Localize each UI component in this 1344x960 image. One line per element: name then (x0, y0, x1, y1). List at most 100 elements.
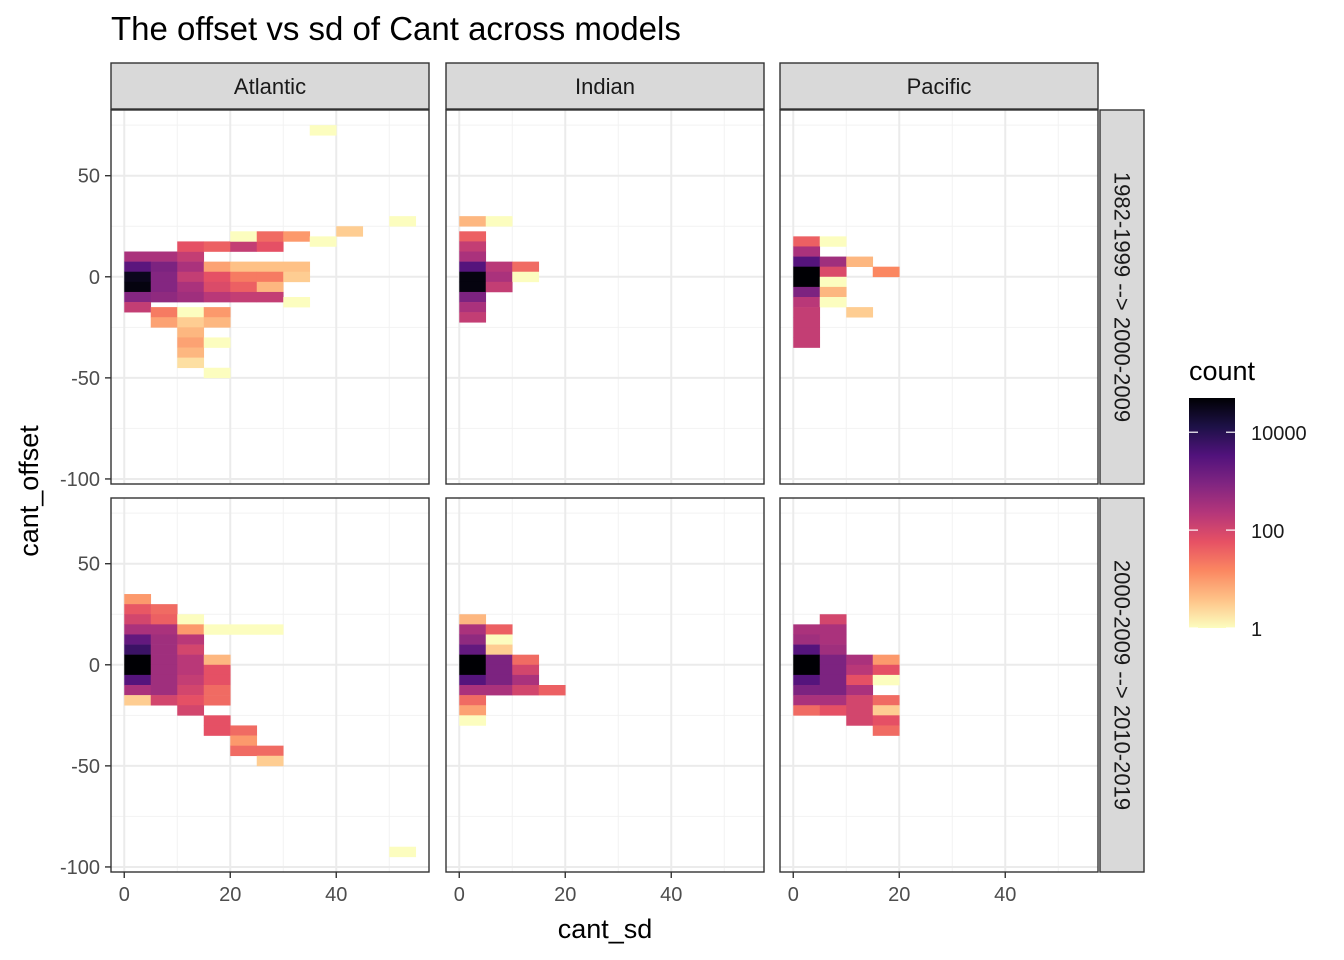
heatmap-cell (846, 705, 874, 716)
heatmap-cell (793, 256, 821, 267)
heatmap-cell (793, 266, 821, 278)
heatmap-cell (819, 624, 847, 635)
heatmap-cell (124, 654, 152, 666)
heatmap-cell (177, 357, 205, 369)
heatmap-cell (846, 307, 874, 318)
heatmap-cell (177, 337, 205, 348)
heatmap-cell (846, 664, 874, 676)
heatmap-cell (512, 271, 540, 283)
heatmap-cell (177, 705, 205, 716)
heatmap-cell (793, 644, 821, 655)
heatmap-cell (459, 685, 487, 696)
heatmap-cell (819, 685, 847, 696)
heatmap-cell (150, 251, 178, 262)
legend-break-label: 10000 (1251, 423, 1307, 445)
heatmap-cell (203, 654, 231, 666)
heatmap-cell (203, 674, 231, 686)
heatmap-cell (793, 695, 821, 706)
heatmap-cell (459, 216, 487, 227)
heatmap-cell (177, 664, 205, 676)
heatmap-cell (819, 664, 847, 676)
heatmap-cell (872, 266, 900, 278)
heatmap-cell (485, 644, 513, 655)
y-axis-title: cant_offset (14, 425, 44, 557)
heatmap-cell (309, 125, 337, 136)
x-axis-title: cant_sd (558, 914, 653, 944)
heatmap-cell (124, 674, 152, 686)
heatmap-cell (459, 231, 487, 242)
heatmap-cell (150, 307, 178, 318)
heatmap-cell (124, 604, 152, 615)
row-strip-label: 1982-1999 --> 2000-2009 (1110, 172, 1135, 422)
facet-panels: Atlantic Indian Pacific 1982-1999 --> 2000-… (110, 62, 1145, 873)
heatmap-cell (459, 664, 487, 676)
heatmap-cell (177, 654, 205, 666)
facet-strip-label: Pacific (907, 74, 972, 99)
heatmap-cell (819, 276, 847, 288)
heatmap-cell (283, 271, 311, 283)
heatmap-cell (203, 695, 231, 706)
heatmap-cell (150, 291, 178, 303)
heatmap-cell (819, 644, 847, 655)
heatmap-cell (793, 276, 821, 288)
chart-title: The offset vs sd of Cant across models (111, 10, 681, 47)
heatmap-cell (819, 236, 847, 247)
heatmap-cell (793, 307, 821, 318)
heatmap-cell (872, 715, 900, 726)
heatmap-cell (793, 674, 821, 686)
facet-strip-indian: Indian (445, 62, 765, 110)
row-strip-1: 1982-1999 --> 2000-2009 (1099, 109, 1145, 485)
y-tick-label: -50 (71, 756, 100, 778)
heatmap-cell (459, 644, 487, 655)
heatmap-cell (459, 281, 487, 293)
heatmap-cell (203, 337, 231, 348)
heatmap-cell (150, 604, 178, 615)
heatmap-cell (150, 317, 178, 328)
x-tick-label: 20 (888, 884, 910, 906)
x-tick-label: 20 (554, 884, 576, 906)
heatmap-cell (230, 745, 258, 757)
heatmap-cell (124, 624, 152, 635)
heatmap-cell (485, 685, 513, 696)
legend-title: count (1189, 356, 1256, 386)
heatmap-cell (150, 685, 178, 696)
heatmap-cell (793, 236, 821, 247)
heatmap-cell (819, 705, 847, 716)
heatmap-cell (203, 664, 231, 676)
heatmap-cell (872, 705, 900, 716)
heatmap-cell (124, 261, 152, 273)
heatmap-cell (124, 614, 152, 625)
heatmap-cell (538, 685, 566, 696)
heatmap-cell (124, 634, 152, 645)
heatmap-cell (819, 695, 847, 706)
heatmap-cell (150, 281, 178, 293)
heatmap-cell (256, 624, 284, 635)
heatmap-cell (230, 624, 258, 635)
heatmap-cell (177, 251, 205, 262)
heatmap-cell (203, 624, 231, 635)
y-tick-label: -50 (71, 368, 100, 390)
heatmap-cell (177, 624, 205, 635)
heatmap-cell (203, 281, 231, 293)
heatmap-cell (459, 271, 487, 283)
heatmap-cell (512, 664, 540, 676)
heatmap-cell (793, 664, 821, 676)
heatmap-cell (485, 216, 513, 227)
axes: 50 0 -50 -100 50 0 -50 -100 0 20 40 0 20 40 0 20 40 (60, 166, 1016, 906)
heatmap-cell (459, 302, 487, 313)
legend-break-label: 1 (1251, 619, 1262, 641)
heatmap-cell (256, 755, 284, 767)
heatmap-cell (846, 685, 874, 696)
heatmap-cell (124, 302, 152, 313)
heatmap-cell (230, 241, 258, 252)
heatmap-cell (485, 664, 513, 676)
heatmap-cell (124, 695, 152, 706)
heatmap-cell (203, 261, 231, 273)
heatmap-cell (177, 685, 205, 696)
heatmap-cell (177, 281, 205, 293)
heatmap-cell (203, 715, 231, 726)
heatmap-cell (256, 231, 284, 242)
heatmap-cell (459, 674, 487, 686)
heatmap-cell (150, 261, 178, 273)
